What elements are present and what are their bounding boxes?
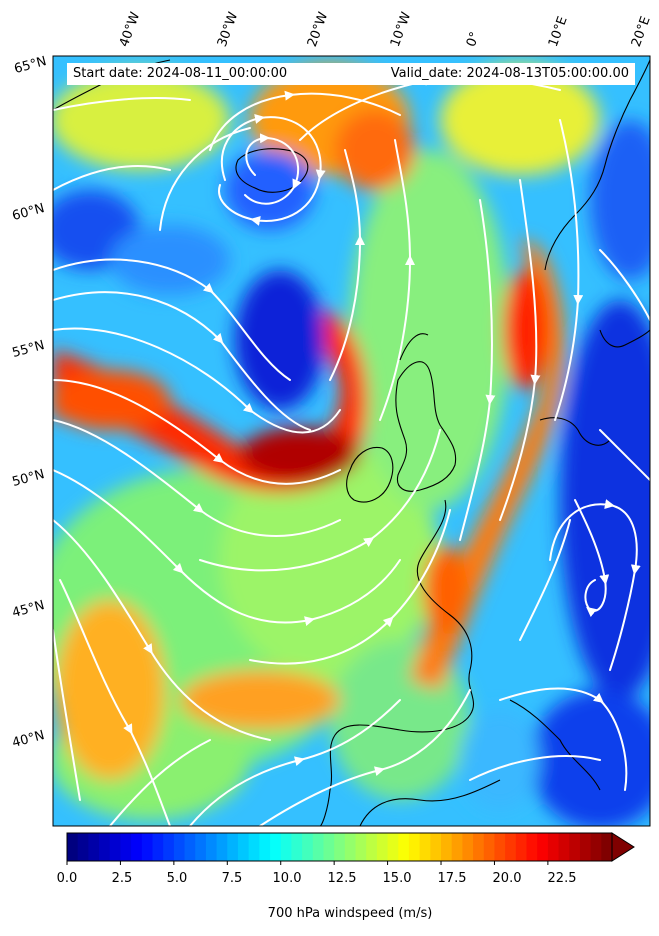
colorbar-segment bbox=[237, 833, 250, 861]
colorbar-segment bbox=[120, 833, 132, 861]
colorbar bbox=[66, 832, 635, 862]
colorbar-segment bbox=[547, 833, 560, 861]
colorbar-tick-label: 0.0 bbox=[56, 871, 78, 886]
colorbar-segment bbox=[163, 833, 175, 861]
colorbar-tick-label: 22.5 bbox=[547, 871, 577, 886]
colorbar-segment bbox=[376, 833, 389, 861]
colorbar-segment bbox=[227, 833, 239, 861]
colorbar-segment bbox=[398, 833, 410, 861]
colorbar-segment bbox=[419, 833, 431, 861]
colorbar-segment bbox=[387, 833, 399, 861]
colorbar-extend-arrow bbox=[611, 832, 635, 862]
colorbar-border bbox=[66, 832, 613, 862]
colorbar-segment bbox=[483, 833, 496, 861]
colorbar-segment bbox=[205, 833, 218, 861]
colorbar-tick-label: 12.5 bbox=[327, 871, 357, 886]
colorbar-segment bbox=[99, 833, 111, 861]
colorbar-tick-label: 7.5 bbox=[221, 871, 243, 886]
streamlines bbox=[53, 75, 650, 826]
colorbar-segment bbox=[270, 833, 282, 861]
colorbar-segment bbox=[152, 833, 164, 861]
colorbar-tick-label: 5.0 bbox=[166, 871, 188, 886]
colorbar-segment bbox=[77, 833, 89, 861]
colorbar-tick-label: 2.5 bbox=[111, 871, 133, 886]
colorbar-segment bbox=[451, 833, 463, 861]
colorbar-label: 700 hPa windspeed (m/s) bbox=[267, 906, 433, 921]
colorbar-tick-label: 20.0 bbox=[492, 871, 522, 886]
colorbar-tick-label: 17.5 bbox=[437, 871, 467, 886]
colorbar-segment bbox=[494, 833, 506, 861]
colorbar-segment bbox=[302, 833, 314, 861]
colorbar-segment bbox=[515, 833, 528, 861]
colorbar-segment bbox=[526, 833, 538, 861]
colorbar-segment bbox=[88, 833, 100, 861]
colorbar-segment bbox=[312, 833, 325, 861]
start-date-text: Start date: 2024-08-11_00:00:00 bbox=[73, 66, 288, 81]
colorbar-segment bbox=[473, 833, 485, 861]
colorbar-ticks bbox=[66, 861, 549, 865]
colorbar-segment bbox=[109, 833, 122, 861]
colorbar-segment bbox=[537, 833, 549, 861]
colorbar-tick-label: 15.0 bbox=[382, 871, 412, 886]
colorbar-segment bbox=[344, 833, 357, 861]
colorbar-segment bbox=[569, 833, 581, 861]
colorbar-segment bbox=[216, 833, 228, 861]
colorbar-segment bbox=[579, 833, 592, 861]
colorbar-segment bbox=[67, 833, 79, 861]
colorbar-segment bbox=[248, 833, 260, 861]
colorbar-segment bbox=[259, 833, 271, 861]
colorbar-segment bbox=[173, 833, 186, 861]
colorbar-segment bbox=[430, 833, 442, 861]
colorbar-segment bbox=[601, 833, 613, 861]
colorbar-segment bbox=[355, 833, 367, 861]
valid-date-text: Valid_date: 2024-08-13T05:00:00.00 bbox=[390, 66, 629, 81]
colorbar-segment bbox=[441, 833, 453, 861]
colorbar-segment bbox=[184, 833, 196, 861]
colorbar-segment bbox=[280, 833, 293, 861]
colorbar-segment bbox=[131, 833, 143, 861]
colorbar-segment bbox=[505, 833, 517, 861]
colorbar-segment bbox=[323, 833, 335, 861]
colorbar-segment bbox=[141, 833, 154, 861]
windspeed-field bbox=[53, 65, 650, 826]
colorbar-tick-label: 10.0 bbox=[272, 871, 302, 886]
colorbar-segment bbox=[291, 833, 303, 861]
map-area bbox=[53, 56, 650, 826]
info-bar: Start date: 2024-08-11_00:00:00 Valid_da… bbox=[67, 63, 635, 85]
colorbar-segment bbox=[195, 833, 207, 861]
colorbar-segment bbox=[366, 833, 378, 861]
colorbar-segment bbox=[590, 833, 602, 861]
colorbar-segment bbox=[408, 833, 421, 861]
colorbar-segment bbox=[462, 833, 474, 861]
colorbar-segment bbox=[334, 833, 346, 861]
colorbar-segment bbox=[558, 833, 570, 861]
map-frame bbox=[52, 55, 651, 827]
